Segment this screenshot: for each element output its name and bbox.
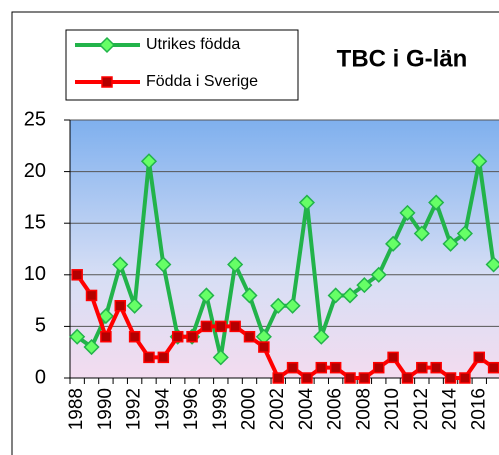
- point: [243, 330, 256, 343]
- point: [385, 235, 402, 252]
- point: [241, 287, 258, 304]
- x-tick-label: 1992: [124, 388, 145, 430]
- point: [485, 256, 499, 273]
- point: [473, 351, 486, 364]
- point: [140, 153, 158, 170]
- point: [344, 372, 356, 384]
- legend-label: Utrikes födda: [146, 36, 240, 53]
- point: [315, 361, 328, 374]
- point: [430, 361, 442, 374]
- point: [155, 256, 172, 273]
- y-tick-label: 10: [24, 263, 46, 285]
- point: [387, 351, 399, 364]
- x-tick-label: 2016: [468, 388, 489, 430]
- point: [416, 361, 428, 374]
- x-tick-label: 1994: [152, 388, 173, 431]
- point: [128, 330, 141, 343]
- point: [298, 194, 316, 211]
- point: [356, 277, 373, 294]
- point: [229, 320, 241, 333]
- point: [85, 289, 98, 302]
- point: [97, 308, 114, 325]
- x-tick-label: 1996: [181, 388, 202, 430]
- point: [471, 153, 488, 170]
- point: [98, 36, 116, 54]
- point: [83, 338, 100, 356]
- x-tick-label: 2008: [353, 388, 374, 430]
- y-tick-label: 25: [24, 108, 46, 130]
- point: [114, 300, 127, 312]
- point: [112, 256, 129, 273]
- point: [157, 351, 170, 364]
- x-tick-label: 2010: [382, 388, 403, 430]
- x-tick-label: 1998: [210, 388, 231, 430]
- x-tick-label: 2014: [440, 388, 461, 431]
- point: [399, 204, 416, 221]
- x-tick-label: 2012: [411, 388, 432, 430]
- point: [126, 297, 143, 314]
- x-tick-label: 2000: [239, 388, 260, 430]
- y-tick-label: 15: [24, 211, 46, 233]
- point: [444, 372, 457, 384]
- point: [370, 266, 387, 283]
- chart-title: TBC i G-län: [337, 45, 468, 72]
- y-tick-label: 20: [24, 160, 46, 182]
- point: [198, 287, 215, 304]
- y-tick-label: 5: [35, 315, 46, 337]
- point: [487, 361, 499, 374]
- point: [358, 372, 371, 384]
- point: [143, 351, 155, 364]
- point: [401, 372, 414, 384]
- point: [100, 330, 112, 343]
- point: [215, 320, 227, 333]
- point: [284, 297, 301, 314]
- x-tick-label: 2004: [296, 388, 317, 431]
- point: [212, 349, 229, 366]
- point: [313, 328, 330, 345]
- x-tick-label: 1988: [66, 388, 87, 430]
- point: [286, 361, 299, 374]
- point: [329, 361, 342, 374]
- point: [372, 361, 385, 374]
- x-tick-label: 2002: [267, 388, 288, 430]
- point: [69, 328, 86, 345]
- point: [413, 225, 430, 242]
- legend-label: Födda i Sverige: [146, 73, 258, 90]
- point: [272, 372, 284, 384]
- y-tick-label: 0: [35, 366, 46, 388]
- point: [442, 235, 459, 252]
- x-tick-label: 2006: [325, 388, 346, 430]
- point: [459, 372, 471, 384]
- point: [71, 269, 83, 281]
- point: [200, 320, 213, 333]
- point: [301, 372, 313, 384]
- point: [341, 287, 359, 304]
- point: [270, 297, 287, 314]
- point: [186, 330, 198, 343]
- point: [227, 256, 244, 273]
- point: [428, 194, 445, 211]
- point: [171, 330, 184, 343]
- point: [456, 225, 473, 242]
- point: [101, 76, 113, 88]
- point: [327, 287, 344, 304]
- point: [258, 341, 270, 353]
- x-tick-label: 1990: [95, 388, 116, 430]
